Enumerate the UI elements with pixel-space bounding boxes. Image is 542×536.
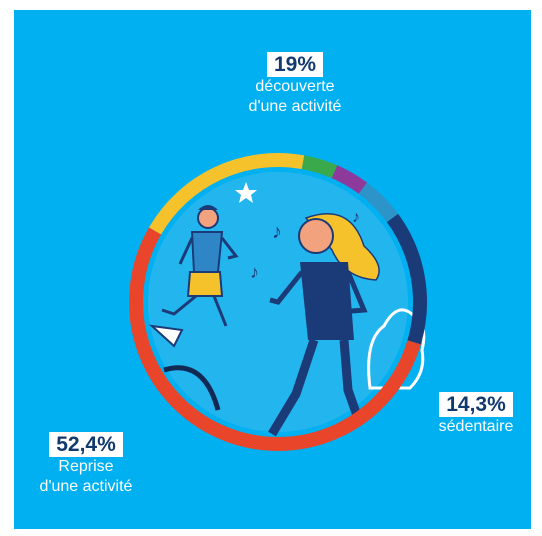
slice-label-line2: d'une activité [248, 98, 342, 115]
music-note-icon: ♪ [352, 209, 360, 226]
music-note-icon: ♪ [250, 262, 259, 282]
donut-slice-4 [386, 213, 427, 345]
man-runner-figure [161, 205, 239, 327]
bicycle-wheel [163, 365, 221, 411]
donut-slice-2 [331, 165, 368, 194]
callout-sedentaire: 14,3% sédentaire [426, 392, 526, 437]
slice-label-line1: sédentaire [438, 418, 514, 435]
donut-chart: ♪ ♪ ♪ [129, 153, 427, 451]
music-note-icon: ♪ [272, 221, 282, 243]
camera-object [148, 324, 184, 348]
woman-runner-figure [268, 213, 380, 437]
donut-ring [129, 153, 427, 451]
donut-slice-5 [129, 227, 421, 451]
slice-label-line2: d'une activité [39, 478, 133, 495]
slice-label-line1: découverte [255, 78, 335, 95]
callout-reprise: 52,4% Reprise d'une activité [28, 432, 144, 497]
slice-label-line1: Reprise [58, 458, 114, 475]
value-label: 52,4% [49, 432, 123, 457]
donut-slice-0 [148, 153, 305, 235]
donut-slice-3 [358, 182, 399, 223]
callout-decouverte: 19% découverte d'une activité [212, 52, 378, 117]
infographic-panel: ♪ ♪ ♪ [14, 10, 531, 529]
value-label: 19% [266, 52, 324, 77]
donut-slice-1 [301, 155, 338, 179]
value-label: 14,3% [439, 392, 513, 417]
star-icon [235, 182, 257, 203]
runners-illustration: ♪ ♪ ♪ [148, 172, 426, 437]
